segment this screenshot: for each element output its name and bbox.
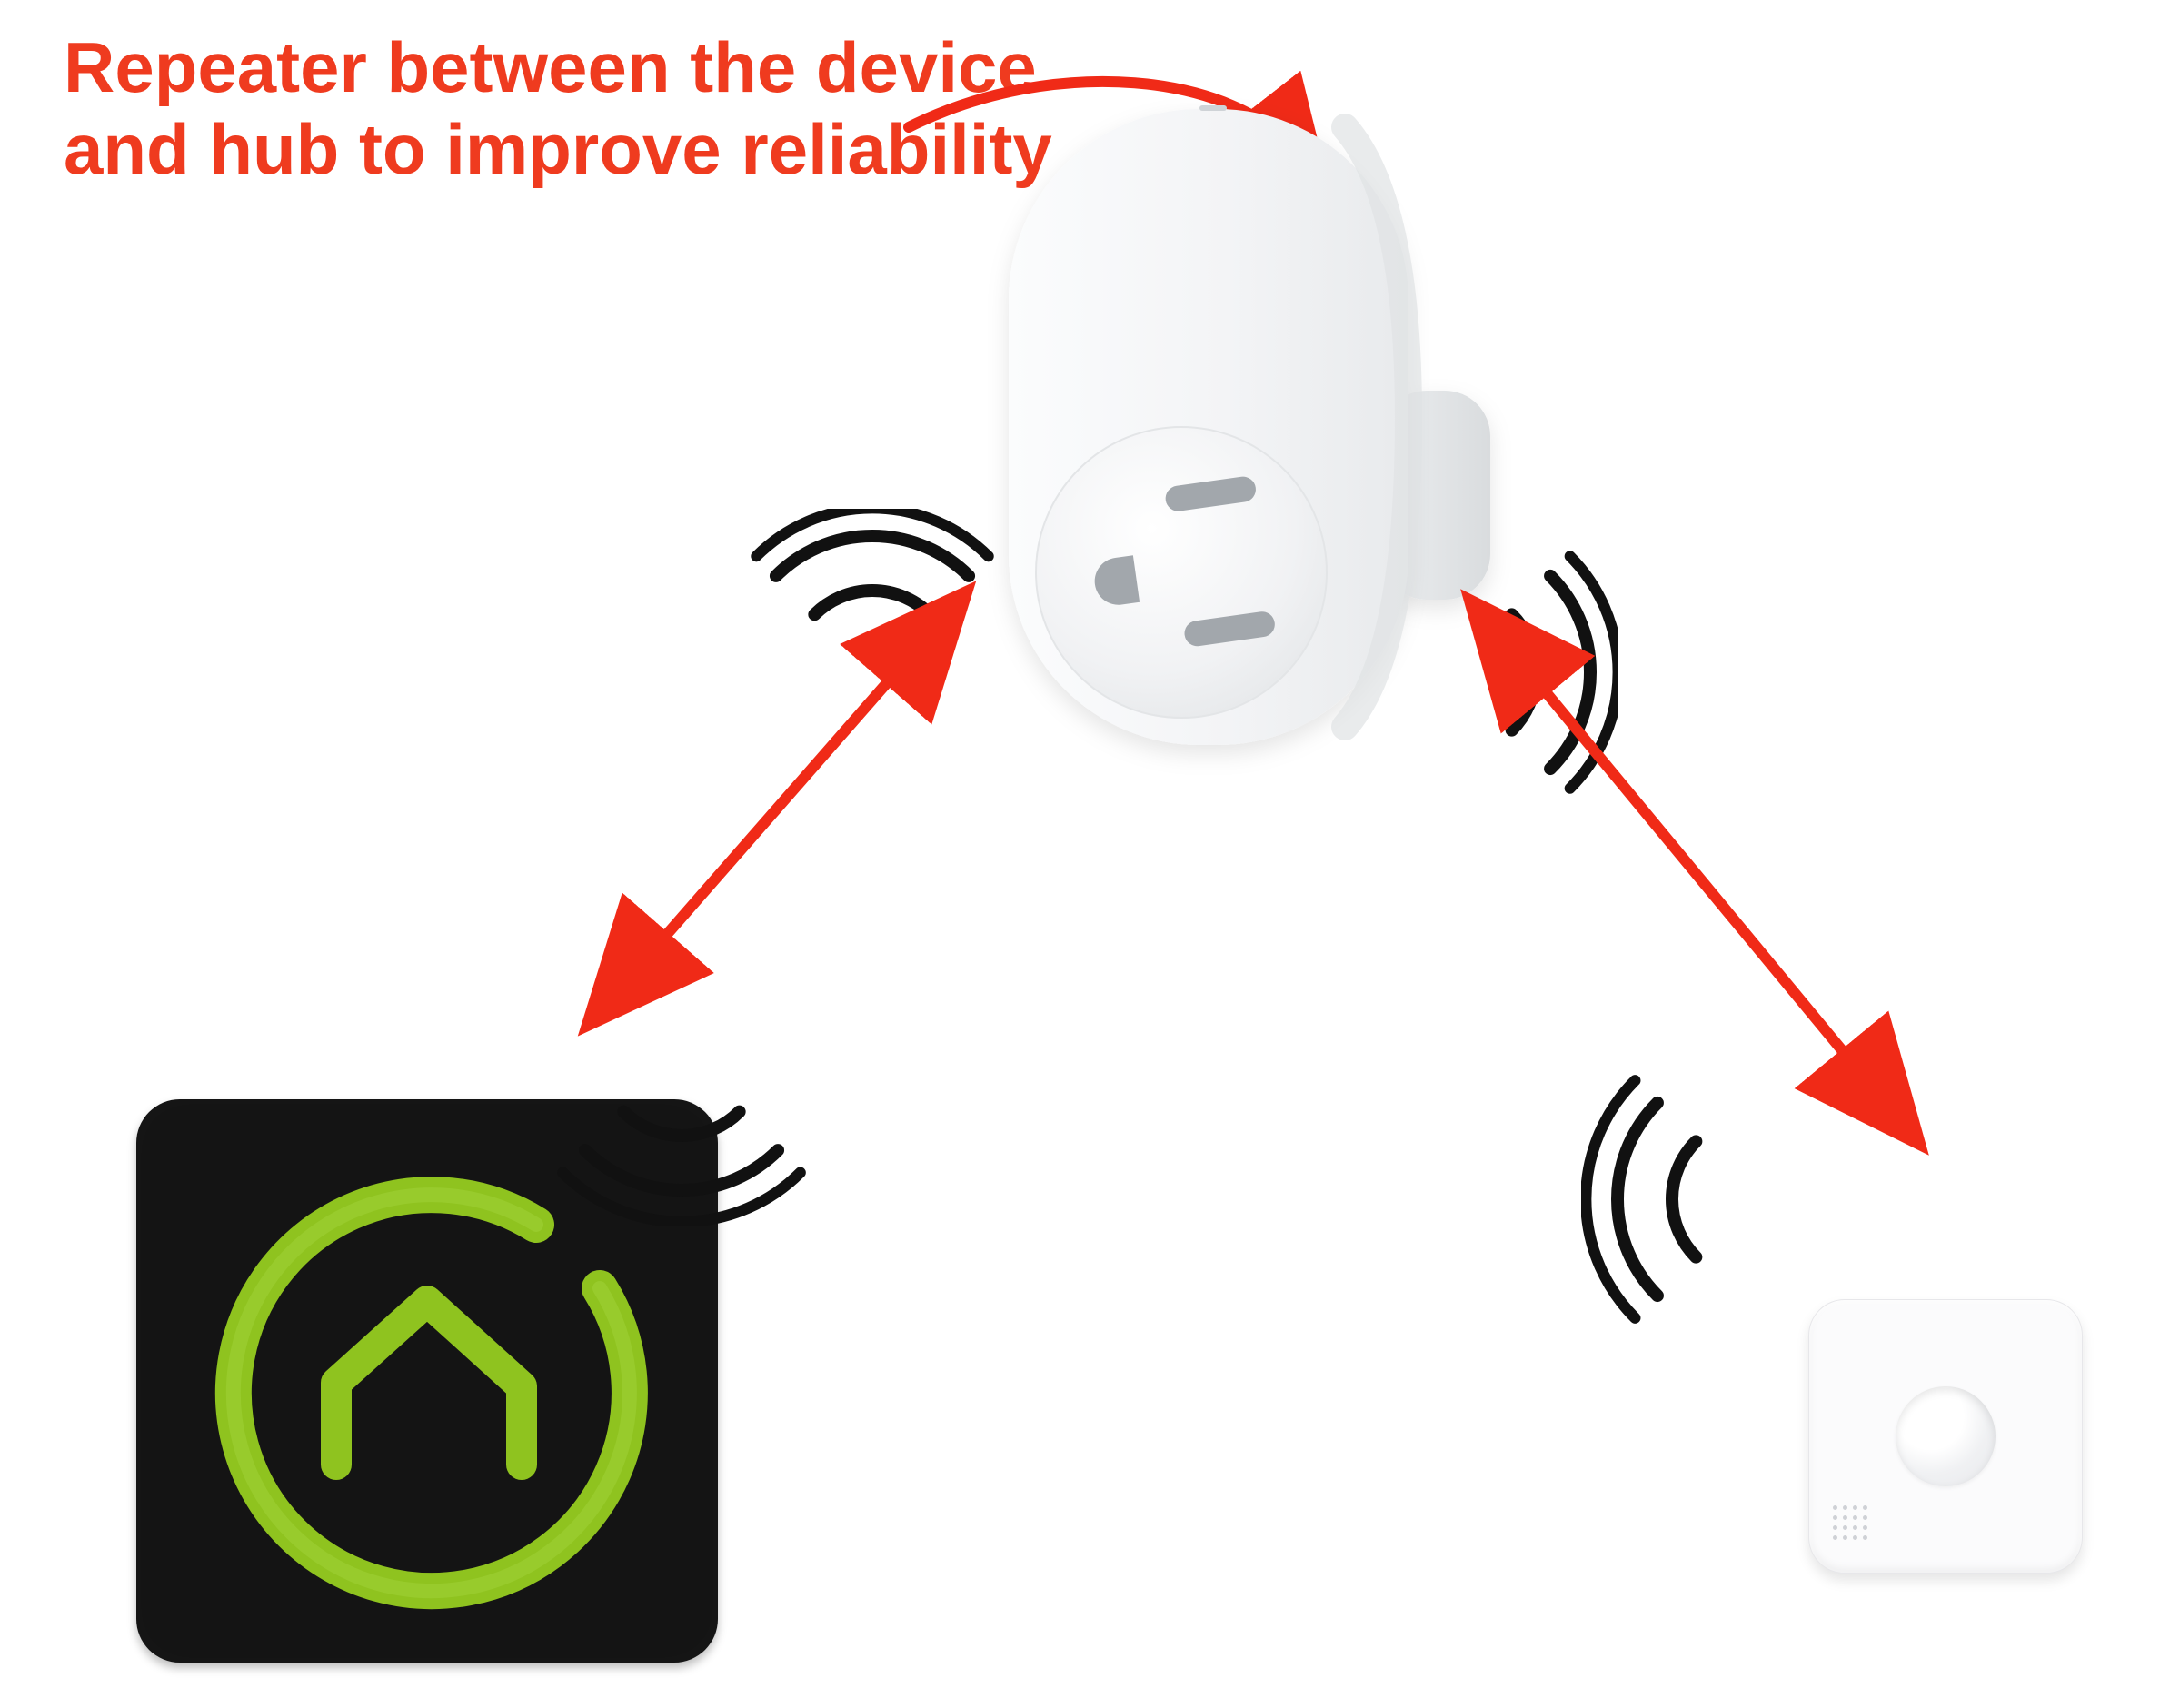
arrow-sensor-plug: [0, 0, 2160, 1708]
diagram-stage: Repeater between the device and hub to i…: [0, 0, 2160, 1708]
